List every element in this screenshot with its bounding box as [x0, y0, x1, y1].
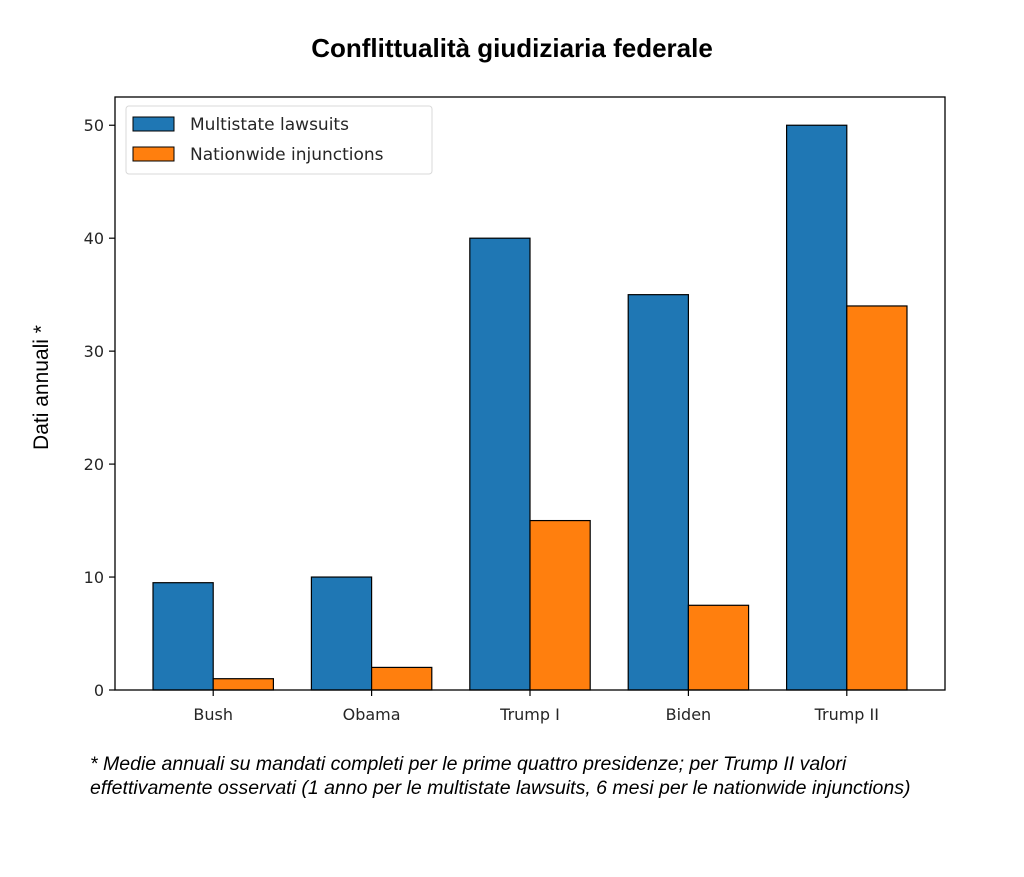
bar-multistate-obama — [310, 576, 373, 691]
footnote: * Medie annuali su mandati completi per … — [90, 753, 911, 799]
bar-nationwide-obama — [371, 666, 433, 691]
x-tick-label: Obama — [343, 705, 401, 724]
y-tick-label: 20 — [84, 455, 104, 474]
bars-group — [152, 124, 908, 691]
bar-nationwide-trump-ii — [846, 305, 908, 691]
y-tick-label: 50 — [84, 116, 104, 135]
y-tick-label: 30 — [84, 342, 104, 361]
legend-box — [125, 105, 433, 175]
x-tick-label: Trump II — [814, 705, 879, 724]
y-tick-label: 10 — [84, 568, 104, 587]
legend-label-nationwide: Nationwide injunctions — [190, 145, 384, 165]
bar-multistate-trump-i — [469, 237, 531, 691]
x-tick-label: Bush — [193, 705, 233, 724]
legend: Multistate lawsuits Nationwide injunctio… — [125, 105, 433, 175]
x-axis-ticks: Bush Obama Trump I Biden Trump II — [193, 690, 879, 724]
bar-multistate-trump-ii — [786, 124, 848, 691]
chart-title: Conflittualità giudiziaria federale — [311, 33, 713, 63]
legend-swatch-nationwide — [132, 146, 175, 162]
y-tick-label: 40 — [84, 229, 104, 248]
bar-nationwide-trump-i — [529, 519, 591, 691]
legend-swatch-multistate — [132, 116, 175, 132]
bar-multistate-biden — [627, 294, 689, 691]
bar-multistate-bush — [152, 582, 214, 691]
x-tick-label: Trump I — [499, 705, 560, 724]
y-tick-label: 0 — [94, 681, 104, 700]
y-axis-ticks: 0 10 20 30 40 50 — [84, 116, 115, 700]
x-tick-label: Biden — [666, 705, 712, 724]
bar-nationwide-biden — [687, 604, 750, 691]
legend-label-multistate: Multistate lawsuits — [190, 115, 349, 135]
bar-nationwide-bush — [212, 678, 274, 691]
y-axis-label: Dati annuali * — [30, 325, 53, 450]
